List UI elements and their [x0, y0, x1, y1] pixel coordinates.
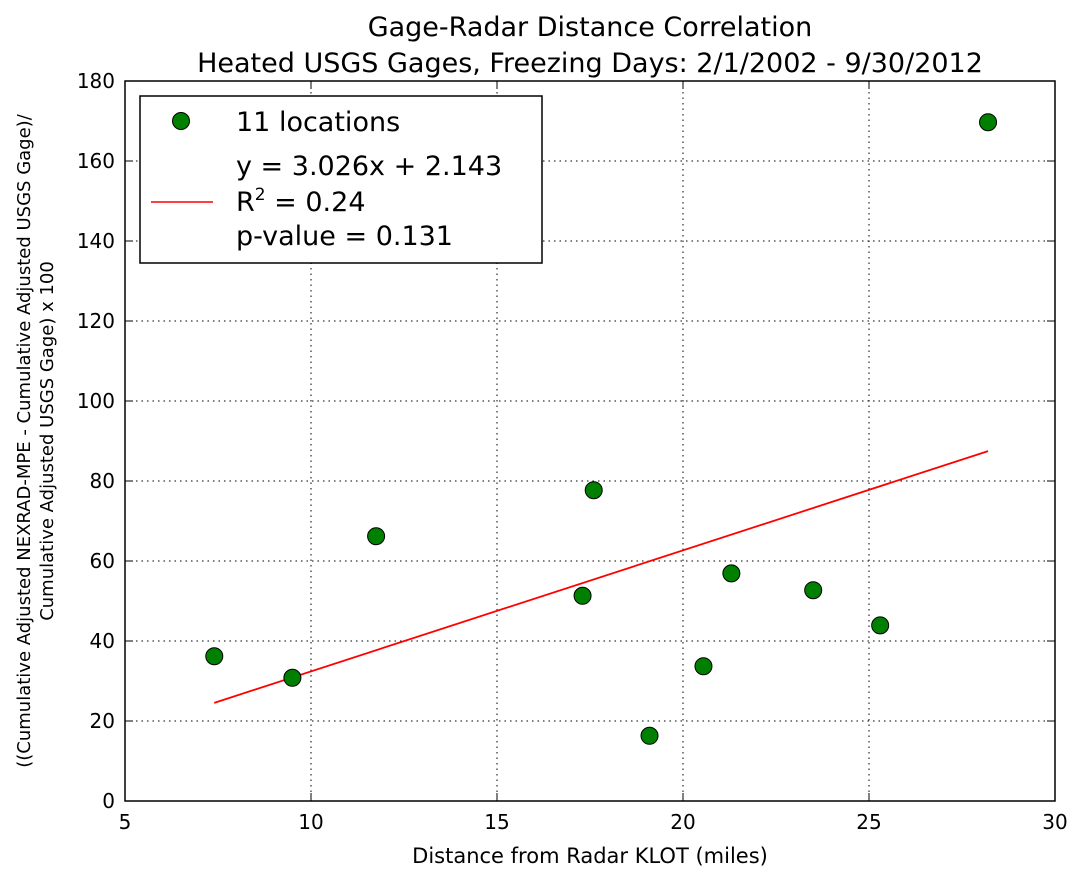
y-tick-label: 40	[90, 629, 115, 653]
x-tick-label: 30	[1042, 810, 1067, 834]
y-tick-label: 120	[77, 309, 115, 333]
scatter-point	[723, 565, 740, 582]
scatter-point	[368, 528, 385, 545]
y-tick-label: 80	[90, 469, 115, 493]
x-axis-label: Distance from Radar KLOT (miles)	[412, 844, 768, 868]
chart-title-line-1: Gage-Radar Distance Correlation	[368, 12, 813, 43]
y-tick-label: 60	[90, 549, 115, 573]
y-tick-label: 180	[77, 69, 115, 93]
scatter-point	[641, 727, 658, 744]
x-tick-label: 15	[484, 810, 509, 834]
chart-title-line-2: Heated USGS Gages, Freezing Days: 2/1/20…	[197, 48, 983, 79]
y-tick-label: 0	[102, 789, 115, 813]
legend-label-p-value: p-value = 0.131	[236, 221, 453, 252]
scatter-point	[206, 648, 223, 665]
scatter-point	[980, 114, 997, 131]
y-tick-label: 20	[90, 709, 115, 733]
scatter-point	[805, 582, 822, 599]
scatter-point	[872, 617, 889, 634]
legend-r-value: = 0.24	[266, 187, 366, 218]
scatter-point	[695, 658, 712, 675]
y-axis-label-line-1: ((Cumulative Adjusted NEXRAD-MPE - Cumul…	[14, 113, 35, 767]
scatter-point	[284, 669, 301, 686]
x-tick-label: 20	[670, 810, 695, 834]
y-tick-label: 100	[77, 389, 115, 413]
legend-r-superscript: 2	[255, 185, 266, 205]
scatter-point	[585, 482, 602, 499]
y-tick-label: 140	[77, 229, 115, 253]
legend-r-symbol: R	[236, 187, 255, 218]
y-axis-label-line-2: Cumulative Adjusted USGS Gage) x 100	[37, 261, 58, 621]
legend-label-equation: y = 3.026x + 2.143	[236, 151, 502, 182]
x-tick-label: 25	[856, 810, 881, 834]
x-tick-label: 10	[298, 810, 323, 834]
y-tick-label: 160	[77, 149, 115, 173]
scatter-point	[574, 587, 591, 604]
legend-label-scatter: 11 locations	[236, 107, 400, 138]
legend: 11 locations y = 3.026x + 2.143 R2 = 0.2…	[140, 96, 542, 263]
x-tick-label: 5	[119, 810, 132, 834]
legend-marker-scatter	[173, 113, 190, 130]
